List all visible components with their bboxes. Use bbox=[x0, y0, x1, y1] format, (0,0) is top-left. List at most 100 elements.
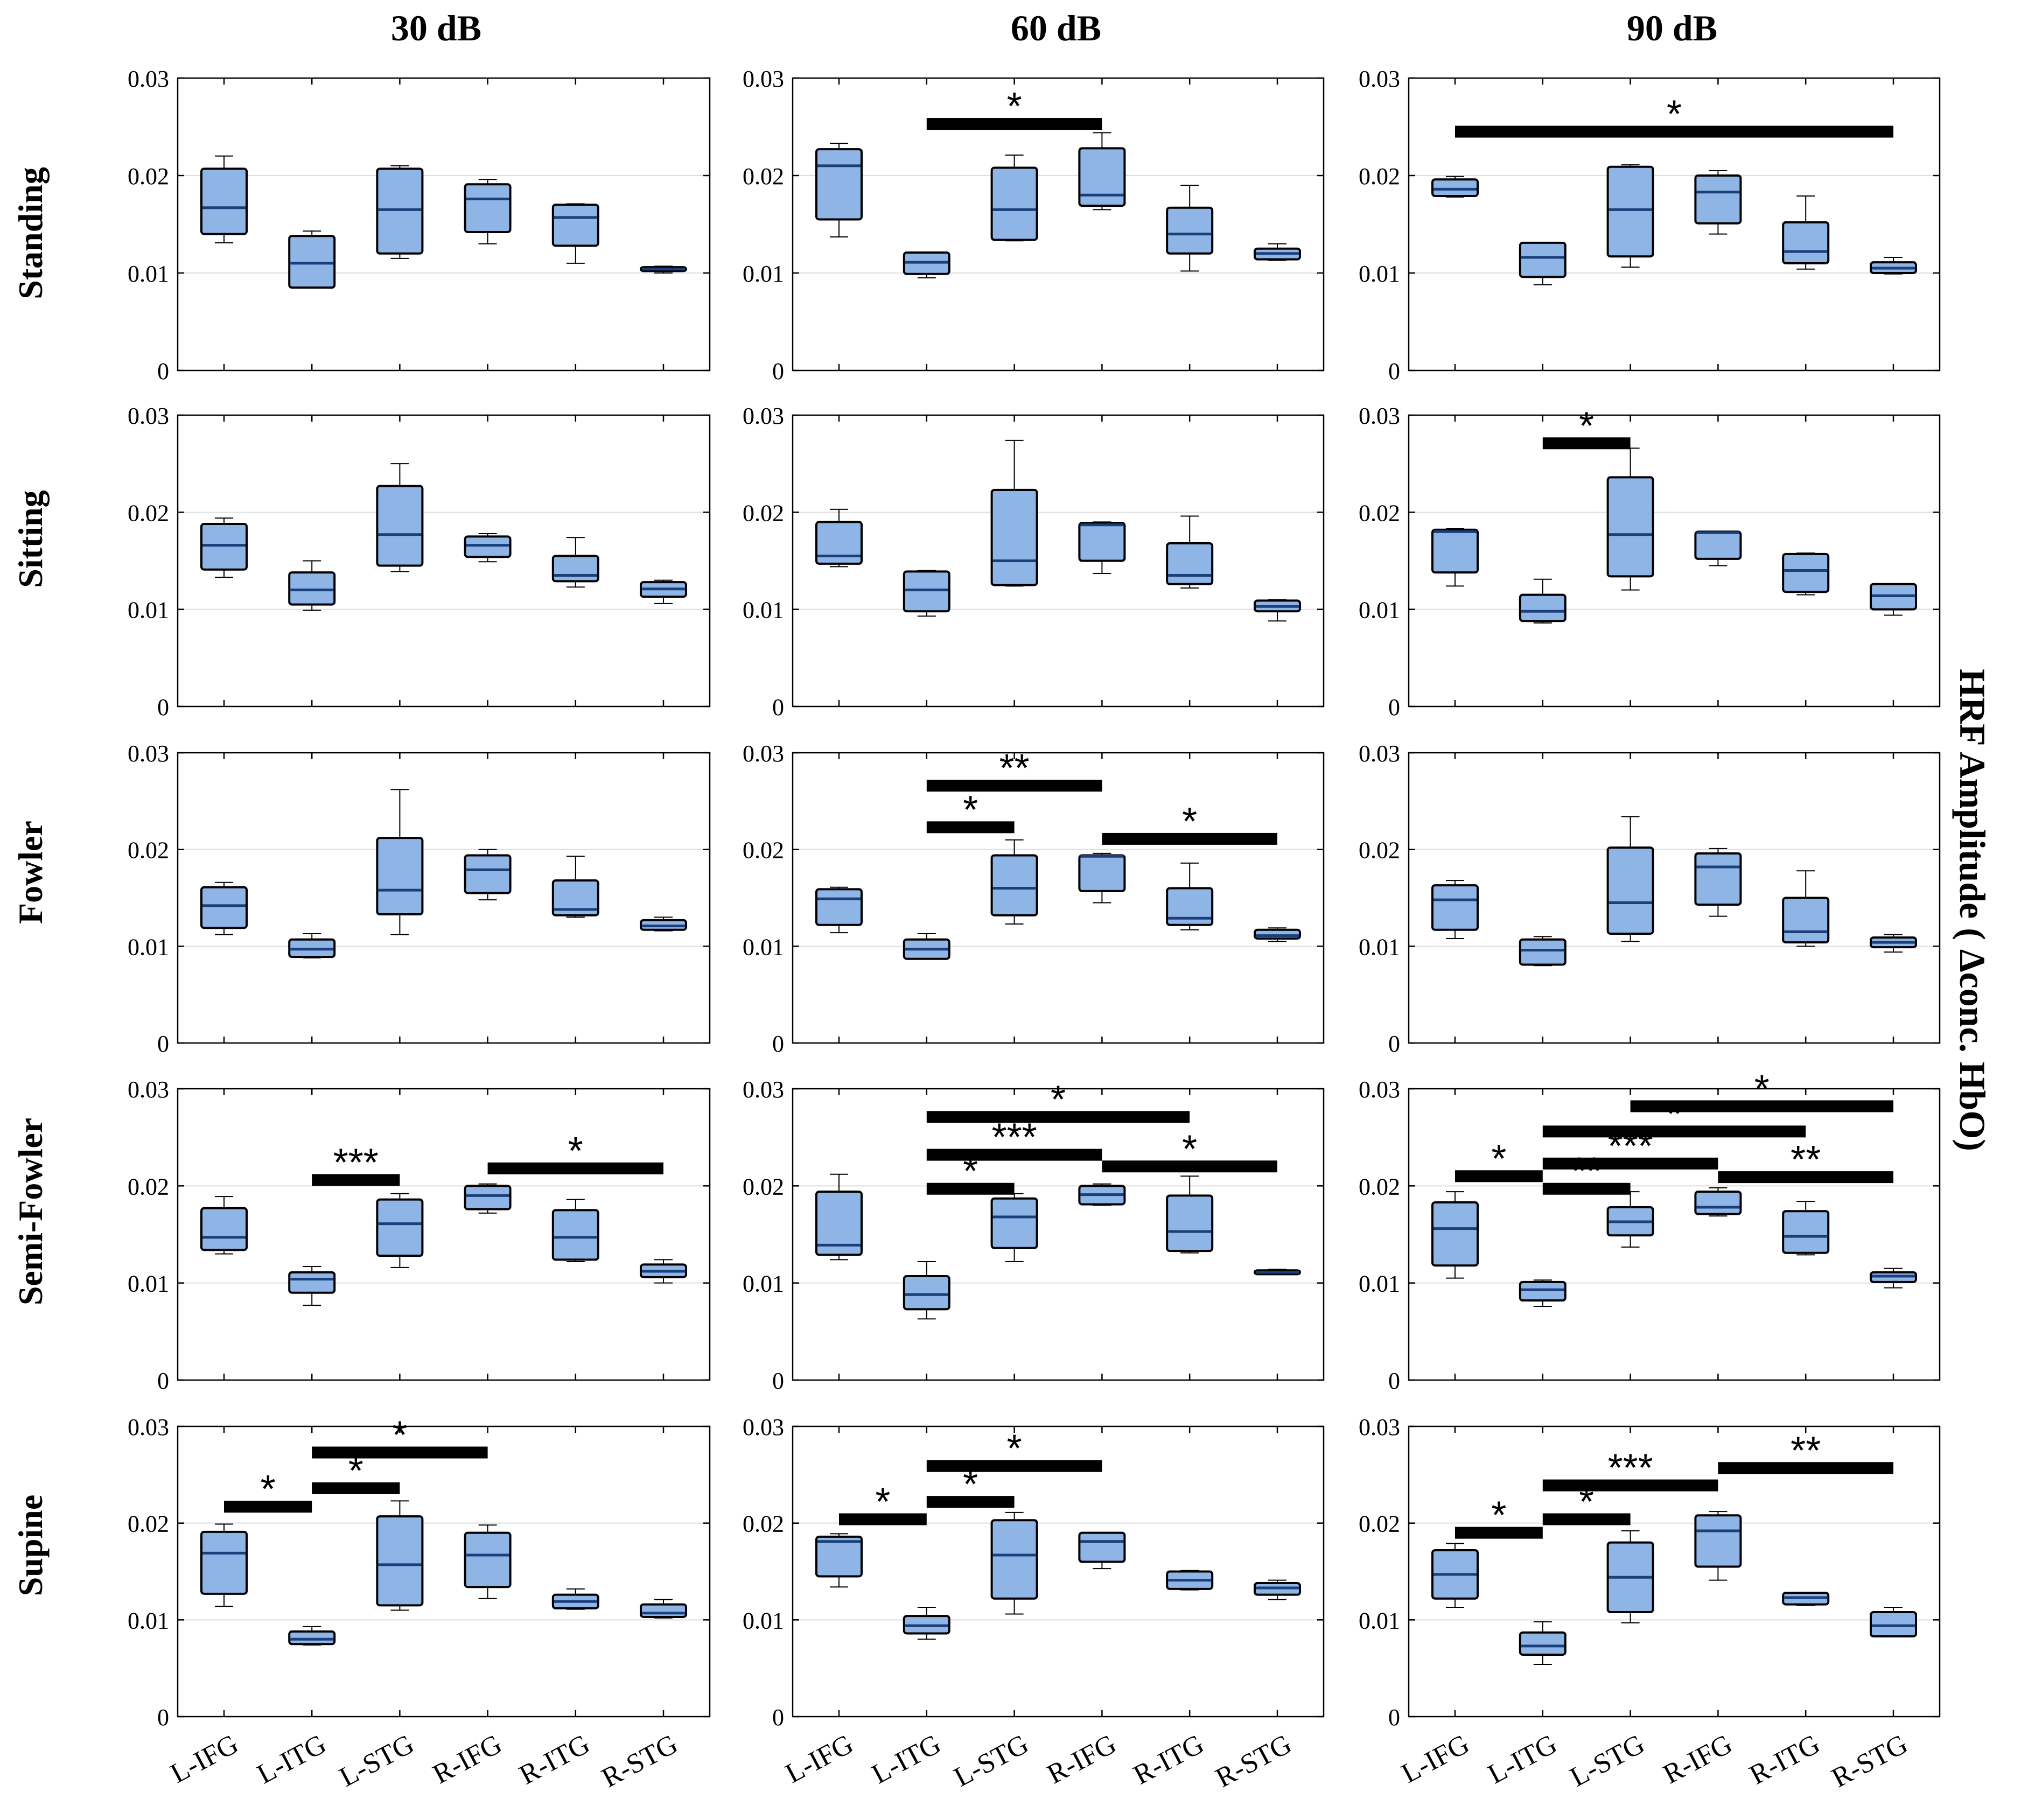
y-tick-label: 0 bbox=[157, 1031, 169, 1057]
significance-label: * bbox=[1182, 800, 1197, 843]
significance-bar: * bbox=[926, 1150, 1015, 1195]
significance-bar: *** bbox=[1542, 1447, 1718, 1492]
box-l-itg bbox=[1519, 1621, 1567, 1665]
box-r-ifg bbox=[1078, 521, 1126, 574]
significance-label: *** bbox=[992, 1116, 1037, 1159]
y-tick-label: 0.03 bbox=[128, 1076, 169, 1103]
panel-standing-30-db: 0 0.01 0.02 0.03 bbox=[128, 66, 711, 384]
box-l-ifg bbox=[200, 517, 248, 578]
y-tick-label: 0.02 bbox=[128, 1173, 169, 1200]
box-r-itg bbox=[551, 856, 599, 918]
significance-line bbox=[1718, 1171, 1893, 1184]
box-r-itg bbox=[1782, 552, 1830, 596]
box-iqr bbox=[1694, 1514, 1742, 1568]
box-iqr bbox=[288, 571, 336, 606]
box-l-stg bbox=[376, 463, 424, 572]
y-tick-label: 0.01 bbox=[128, 1271, 169, 1297]
box-iqr bbox=[1519, 938, 1567, 966]
box-l-ifg bbox=[1431, 176, 1479, 198]
box-iqr bbox=[815, 1191, 863, 1256]
y-tick-label: 0.03 bbox=[1359, 403, 1400, 429]
y-tick-label: 0.01 bbox=[1359, 597, 1400, 624]
col-title-90db: 90 dB bbox=[1627, 8, 1717, 48]
significance-bar: *** bbox=[1542, 1125, 1718, 1170]
box-iqr bbox=[1519, 593, 1567, 622]
panel-frame bbox=[1408, 414, 1941, 708]
y-tick-label: 0.01 bbox=[743, 934, 784, 960]
significance-line bbox=[1455, 1170, 1543, 1182]
significance-line bbox=[224, 1501, 312, 1513]
y-tick-label: 0 bbox=[1388, 1704, 1400, 1731]
box-r-stg bbox=[1254, 243, 1301, 261]
box-r-stg bbox=[640, 1599, 687, 1619]
significance-bar: * bbox=[487, 1130, 663, 1174]
significance-line bbox=[926, 1182, 1015, 1195]
y-tick-label: 0.01 bbox=[128, 1607, 169, 1634]
panel-fowler-90-db: 0 0.01 0.02 0.03 bbox=[1359, 740, 1941, 1057]
y-tick-label: 0.02 bbox=[743, 1173, 784, 1200]
y-tick-label: 0.02 bbox=[1359, 837, 1400, 864]
box-iqr bbox=[1431, 884, 1479, 931]
significance-line bbox=[1455, 125, 1893, 138]
y-axis-side-label: HRF Amplitude ( Δconc. HbO) bbox=[1952, 669, 1993, 1151]
box-l-ifg bbox=[200, 155, 248, 243]
panel-frame bbox=[792, 77, 1325, 372]
box-r-itg bbox=[1782, 195, 1830, 270]
box-iqr bbox=[376, 167, 424, 255]
panel-sitting-30-db: 0 0.01 0.02 0.03 bbox=[128, 403, 711, 720]
y-tick-label: 0 bbox=[1388, 1368, 1400, 1394]
box-iqr bbox=[815, 521, 863, 565]
significance-label: ** bbox=[1571, 1150, 1602, 1193]
significance-label: * bbox=[261, 1468, 276, 1511]
significance-bar: *** bbox=[926, 1116, 1102, 1161]
significance-bar: * bbox=[926, 1427, 1102, 1472]
y-tick-label: 0.02 bbox=[1359, 1511, 1400, 1537]
significance-label: * bbox=[1007, 1427, 1022, 1471]
box-iqr bbox=[464, 1185, 512, 1210]
box-r-stg bbox=[1254, 1269, 1301, 1276]
y-tick-label: 0.03 bbox=[1359, 1414, 1400, 1440]
box-l-ifg bbox=[200, 1523, 248, 1607]
y-tick-label: 0.01 bbox=[128, 261, 169, 287]
significance-line bbox=[312, 1446, 488, 1459]
row-title-standing: Standing bbox=[11, 167, 50, 299]
box-iqr bbox=[1254, 928, 1301, 940]
y-tick-label: 0.03 bbox=[743, 66, 784, 92]
box-l-stg bbox=[376, 1193, 424, 1268]
box-iqr bbox=[1519, 1631, 1567, 1656]
y-tick-label: 0 bbox=[772, 358, 784, 384]
panel-semi-fowler-60-db: 00.010.020.03 ****** bbox=[743, 1076, 1325, 1394]
box-iqr bbox=[551, 555, 599, 583]
y-tick-label: 0.02 bbox=[128, 1511, 169, 1537]
box-l-itg bbox=[288, 1266, 336, 1306]
significance-label: ** bbox=[1791, 1138, 1821, 1181]
box-r-ifg bbox=[1078, 1183, 1126, 1206]
box-iqr bbox=[1694, 852, 1742, 906]
box-iqr bbox=[990, 488, 1038, 586]
box-r-itg bbox=[1782, 870, 1830, 947]
panel-frame bbox=[792, 414, 1325, 708]
box-l-ifg bbox=[1431, 528, 1479, 587]
significance-bar: * bbox=[1455, 93, 1893, 138]
y-tick-label: 0.01 bbox=[743, 1607, 784, 1634]
box-iqr bbox=[464, 183, 512, 233]
box-iqr bbox=[200, 886, 248, 929]
panel-sitting-90-db: 0 0.01 0.02 0.03 * bbox=[1359, 403, 1941, 720]
significance-bar: * bbox=[224, 1468, 312, 1513]
y-tick-label: 0.02 bbox=[1359, 1173, 1400, 1200]
box-l-stg bbox=[376, 1500, 424, 1611]
box-iqr bbox=[1606, 165, 1654, 258]
box-l-itg bbox=[903, 933, 950, 960]
box-l-stg bbox=[1606, 1530, 1654, 1623]
box-l-ifg bbox=[200, 881, 248, 935]
panel-frame bbox=[792, 1425, 1325, 1718]
y-tick-label: 0 bbox=[157, 694, 169, 720]
box-l-stg bbox=[990, 839, 1038, 925]
significance-line bbox=[312, 1482, 400, 1494]
y-tick-label: 0.03 bbox=[1359, 740, 1400, 767]
y-tick-label: 0.02 bbox=[743, 837, 784, 864]
box-iqr bbox=[1782, 897, 1830, 944]
box-r-ifg bbox=[1078, 1531, 1126, 1570]
box-r-stg bbox=[1870, 1268, 1917, 1289]
significance-line bbox=[1455, 1527, 1543, 1539]
